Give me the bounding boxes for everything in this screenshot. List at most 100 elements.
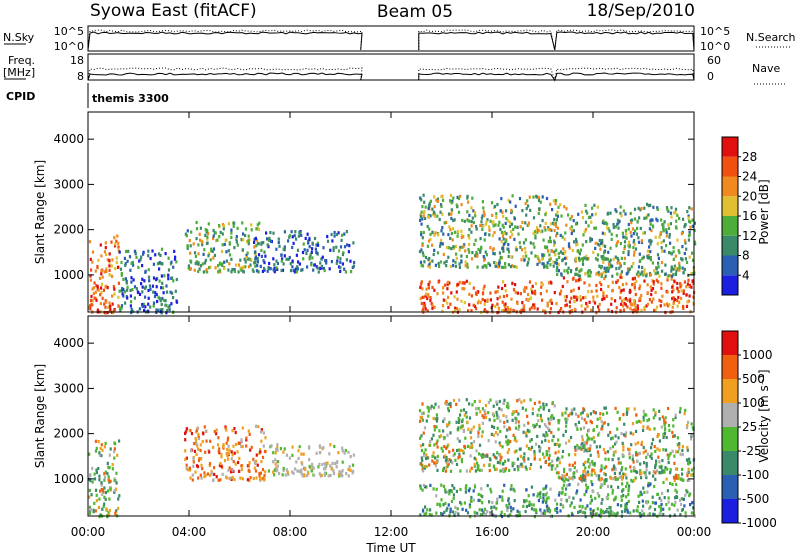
echo-cell bbox=[465, 415, 468, 419]
echo-cell bbox=[476, 511, 479, 515]
echo-cell bbox=[220, 455, 223, 459]
echo-cell bbox=[691, 279, 694, 283]
echo-cell bbox=[649, 454, 652, 458]
echo-cell bbox=[435, 198, 438, 202]
echo-cell bbox=[593, 462, 596, 466]
echo-cell bbox=[543, 423, 547, 427]
echo-cell bbox=[507, 406, 510, 410]
echo-cell bbox=[427, 206, 430, 210]
echo-cell bbox=[564, 250, 567, 254]
echo-cell bbox=[557, 252, 560, 256]
echo-cell bbox=[316, 241, 319, 245]
echo-cell bbox=[607, 308, 610, 312]
echo-cell bbox=[524, 431, 527, 435]
echo-cell bbox=[544, 228, 547, 232]
echo-cell bbox=[598, 474, 601, 478]
echo-cell bbox=[481, 430, 484, 434]
echo-cell bbox=[643, 231, 646, 235]
ytick-label: 1000 bbox=[53, 472, 84, 486]
echo-cell bbox=[583, 441, 586, 445]
echo-cell bbox=[686, 300, 689, 304]
echo-cell bbox=[442, 286, 445, 290]
echo-cell bbox=[587, 269, 591, 273]
echo-cell bbox=[256, 223, 259, 227]
echo-cell bbox=[616, 222, 619, 226]
echo-cell bbox=[688, 478, 691, 482]
echo-cell bbox=[165, 284, 168, 288]
echo-cell bbox=[652, 408, 655, 412]
echo-cell bbox=[574, 259, 577, 263]
echo-cell bbox=[549, 487, 552, 491]
echo-cell bbox=[603, 421, 606, 425]
echo-cell bbox=[483, 212, 486, 216]
echo-cell bbox=[212, 247, 216, 251]
echo-cell bbox=[605, 465, 608, 469]
echo-cell bbox=[541, 262, 544, 266]
echo-cell bbox=[590, 515, 594, 519]
echo-cell bbox=[674, 254, 677, 258]
echo-cell bbox=[665, 448, 668, 452]
echo-cell bbox=[457, 448, 460, 452]
echo-cell bbox=[169, 290, 172, 294]
echo-cell bbox=[423, 513, 426, 517]
echo-cell bbox=[436, 468, 439, 472]
echo-cell bbox=[555, 502, 559, 506]
echo-cell bbox=[435, 413, 438, 417]
echo-cell bbox=[287, 472, 290, 476]
echo-cell bbox=[585, 490, 588, 494]
echo-cell bbox=[669, 211, 672, 215]
echo-cell bbox=[347, 467, 350, 472]
echo-cell bbox=[265, 231, 268, 235]
echo-cell bbox=[163, 274, 166, 278]
echo-cell bbox=[599, 485, 602, 489]
echo-cell bbox=[174, 289, 177, 293]
echo-cell bbox=[152, 262, 155, 266]
echo-cell bbox=[640, 471, 643, 475]
echo-cell bbox=[316, 266, 319, 270]
echo-cell bbox=[633, 407, 636, 411]
echo-cell bbox=[600, 272, 603, 276]
echo-cell bbox=[550, 301, 553, 305]
echo-cell bbox=[620, 468, 623, 472]
echo-cell bbox=[92, 291, 95, 296]
echo-cell bbox=[456, 448, 459, 453]
echo-cell bbox=[141, 285, 144, 289]
echo-cell bbox=[276, 443, 279, 447]
echo-cell bbox=[291, 235, 294, 239]
echo-cell bbox=[204, 473, 207, 478]
echo-cell bbox=[264, 470, 267, 474]
echo-cell bbox=[422, 411, 425, 415]
colorbar-swatch bbox=[722, 427, 738, 451]
echo-cell bbox=[420, 412, 424, 416]
echo-cell bbox=[606, 222, 609, 226]
echo-cell bbox=[583, 445, 586, 449]
echo-cell bbox=[98, 276, 102, 280]
echo-cell bbox=[538, 445, 541, 449]
echo-cell bbox=[143, 308, 146, 313]
echo-cell bbox=[475, 225, 478, 229]
echo-cell bbox=[565, 441, 568, 445]
echo-cell bbox=[147, 249, 150, 253]
echo-cell bbox=[124, 262, 127, 266]
echo-cell bbox=[272, 451, 275, 455]
echo-cell bbox=[277, 460, 280, 464]
echo-cell bbox=[97, 505, 100, 510]
echo-cell bbox=[455, 290, 458, 294]
echo-cell bbox=[605, 411, 609, 415]
echo-cell bbox=[501, 495, 504, 499]
echo-cell bbox=[496, 297, 499, 301]
echo-cell bbox=[204, 258, 207, 262]
echo-cell bbox=[679, 513, 682, 517]
echo-cell bbox=[684, 241, 687, 245]
echo-cell bbox=[555, 224, 558, 228]
echo-cell bbox=[130, 307, 133, 311]
echo-cell bbox=[492, 425, 496, 430]
echo-cell bbox=[461, 507, 464, 511]
echo-cell bbox=[579, 248, 583, 252]
echo-cell bbox=[584, 476, 587, 480]
echo-cell bbox=[138, 292, 142, 296]
echo-cell bbox=[609, 263, 612, 267]
echo-cell bbox=[581, 259, 585, 263]
echo-cell bbox=[202, 252, 205, 256]
echo-cell bbox=[482, 287, 485, 291]
